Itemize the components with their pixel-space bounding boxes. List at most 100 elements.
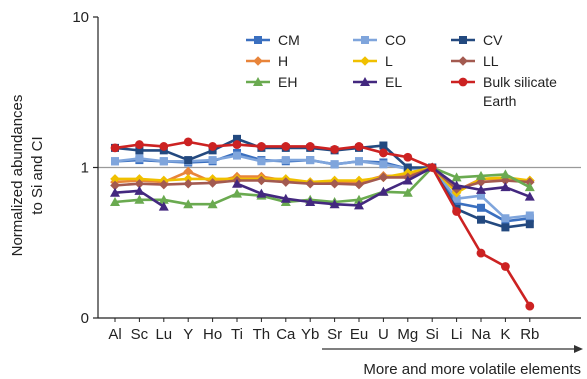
data-point [159, 157, 168, 166]
data-point [452, 194, 461, 203]
data-point [525, 301, 535, 311]
legend-item: EH [246, 74, 297, 90]
data-point [354, 179, 364, 190]
data-point [134, 174, 145, 184]
data-point [256, 175, 267, 186]
data-point [183, 166, 193, 177]
y-tick-label: 0 [81, 310, 89, 327]
x-tick-label: Lu [155, 326, 172, 343]
data-point [305, 196, 316, 206]
x-tick-label: Eu [350, 326, 368, 343]
legend-item: CO [353, 32, 406, 48]
legend-label: EH [278, 74, 297, 90]
data-point [207, 199, 218, 209]
volatility-label: More and more volatile elements [363, 361, 581, 378]
data-point [233, 151, 241, 160]
legend-label: CV [483, 32, 503, 48]
data-point [208, 142, 218, 151]
data-point [280, 193, 291, 203]
x-tick-label: Ho [203, 326, 222, 343]
data-point [524, 182, 535, 192]
data-point [256, 188, 267, 198]
data-point [379, 141, 388, 150]
data-point [159, 142, 169, 151]
data-point [525, 220, 534, 229]
data-point [158, 194, 169, 204]
legend-item: CM [246, 32, 300, 48]
data-point [135, 154, 144, 163]
data-point [379, 160, 388, 169]
data-point [207, 178, 218, 188]
data-point [183, 174, 193, 184]
volatility-annotation: More and more volatile elements [322, 345, 583, 378]
x-tick-label: Th [253, 326, 271, 343]
legend-label: CO [385, 32, 406, 48]
legend-marker [253, 56, 263, 66]
data-point [501, 262, 510, 271]
data-point [134, 194, 145, 204]
data-point [354, 194, 364, 204]
legend-label: CM [278, 32, 300, 48]
data-point [501, 214, 510, 223]
legend-marker [361, 36, 369, 44]
x-tick-label: K [500, 326, 510, 343]
data-point [305, 142, 315, 151]
legend-marker [253, 77, 263, 86]
data-point [257, 142, 266, 151]
legend-marker [458, 56, 468, 66]
data-point [501, 223, 510, 232]
data-point [451, 180, 462, 190]
series-line [114, 166, 530, 191]
x-tick-label: Na [471, 326, 491, 343]
series-line [114, 140, 531, 307]
data-point [403, 152, 413, 162]
data-point [329, 199, 340, 209]
y-axis-label: Normalized abundances to Si and CI [9, 95, 46, 257]
data-point [184, 156, 193, 165]
data-point [305, 178, 315, 189]
x-tick-label: Mg [397, 326, 418, 343]
data-point [183, 137, 193, 147]
legend-marker [360, 56, 370, 66]
data-point [378, 172, 389, 183]
x-tick-label: Yb [301, 326, 319, 343]
y-tick-label: 10 [72, 9, 89, 26]
x-tick-label: Sr [327, 326, 342, 343]
legend-marker [459, 36, 467, 44]
legend-item: Bulk silicate Earth [451, 74, 557, 109]
legend-item: CV [451, 32, 503, 48]
data-point [354, 200, 364, 210]
data-point [403, 163, 412, 172]
x-tick-label: Rb [520, 326, 539, 343]
series-el [110, 162, 535, 211]
data-point [111, 157, 119, 166]
data-point [306, 156, 315, 165]
data-point [379, 148, 388, 158]
data-point [158, 201, 169, 211]
legend-item: L [353, 53, 393, 69]
series-line [115, 166, 530, 194]
legend-label: L [385, 53, 393, 69]
data-point [257, 157, 266, 166]
data-point [232, 140, 242, 149]
data-point [281, 142, 291, 151]
data-point [378, 186, 389, 196]
data-point [476, 170, 486, 180]
series-layer [110, 134, 535, 311]
legend-label: LL [483, 53, 499, 69]
legend-label: Earth [483, 93, 516, 109]
data-point [110, 143, 120, 153]
data-point [329, 178, 340, 189]
x-tick-label: Ti [231, 326, 243, 343]
data-point [281, 177, 291, 187]
legend-marker [458, 77, 468, 87]
data-point [134, 185, 145, 195]
x-tick-label: Li [451, 326, 463, 343]
data-point [500, 182, 511, 192]
series-bulk-silicate-earth [110, 137, 535, 311]
x-tick-label: Si [426, 326, 439, 343]
data-point [110, 196, 120, 206]
data-point [452, 207, 461, 216]
data-point [233, 134, 241, 143]
